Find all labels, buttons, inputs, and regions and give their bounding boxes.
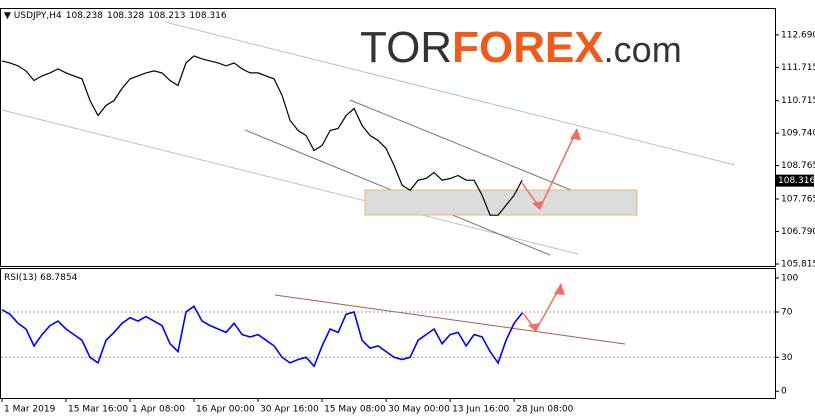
y-tick-label: 100 <box>781 274 798 284</box>
header-arrow: ▼ <box>4 11 14 21</box>
logo-main: FOREX <box>452 23 604 72</box>
rsi-current: 68.7854 <box>40 273 77 283</box>
logo-prefix: TOR <box>360 23 452 72</box>
x-tick-label: 30 May 00:00 <box>388 405 450 415</box>
x-tick-label: 30 Apr 16:00 <box>260 405 319 415</box>
logo: TORFOREX.com <box>360 23 682 72</box>
rsi-title: RSI(13) <box>4 273 37 283</box>
x-tick-label: 28 Jun 08:00 <box>516 405 573 415</box>
arrow-head <box>570 128 581 140</box>
y-tick-label: 110.715 <box>781 96 815 106</box>
symbol: USDJPY,H4 <box>14 11 62 21</box>
open: 108.238 <box>66 11 103 21</box>
arrow-head <box>532 201 544 210</box>
y-tick-label: 108.765 <box>781 161 815 171</box>
arrow-head <box>528 323 540 332</box>
x-tick-label: 16 Apr 00:00 <box>196 405 255 415</box>
x-tick-label: 15 Mar 16:00 <box>68 405 128 415</box>
price-line <box>1 305 523 368</box>
low: 108.213 <box>148 11 185 21</box>
channel-line <box>1 109 579 255</box>
arrow-head <box>554 283 565 295</box>
close: 108.316 <box>189 11 226 21</box>
rsi-trend-line <box>274 294 626 345</box>
price-header: ▼ USDJPY,H4 108.238 108.328 108.213 108.316 <box>4 11 227 21</box>
y-tick-label: 109.740 <box>781 129 815 139</box>
logo-suffix: .com <box>604 29 682 70</box>
price-panel <box>0 8 776 267</box>
y-tick-label: 111.715 <box>781 63 815 73</box>
x-tick-label: 1 Mar 2019 <box>4 405 56 415</box>
price-line <box>1 55 523 216</box>
rsi-header: RSI(13) 68.7854 <box>4 273 78 283</box>
high: 108.328 <box>107 11 144 21</box>
current-price-box <box>776 174 814 187</box>
y-tick-label: 107.765 <box>781 195 815 205</box>
rsi-panel <box>0 268 776 399</box>
y-tick-label: 106.790 <box>781 227 815 237</box>
x-tick-label: 15 May 08:00 <box>324 405 386 415</box>
x-tick-label: 13 Jun 16:00 <box>452 405 509 415</box>
channel-line <box>164 21 736 166</box>
y-tick-label: 112.690 <box>781 30 815 40</box>
y-tick-label: 0 <box>781 387 787 397</box>
current-price-label: 108.316 <box>778 176 815 186</box>
y-tick-label: 105.815 <box>781 260 815 270</box>
y-tick-label: 30 <box>781 353 793 363</box>
x-tick-label: 1 Apr 08:00 <box>132 405 185 415</box>
y-tick-label: 70 <box>781 308 793 318</box>
